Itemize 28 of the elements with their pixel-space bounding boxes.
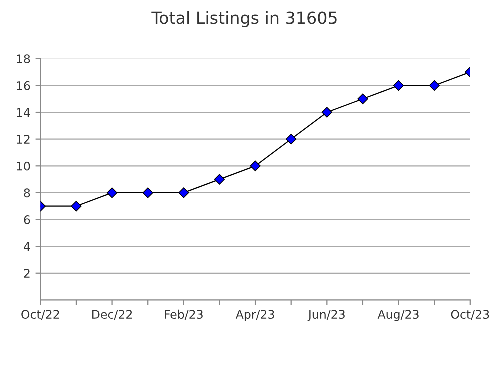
y-tick-label: 18	[17, 54, 30, 64]
point	[250, 160, 261, 172]
y-tick-label: 8	[24, 188, 30, 198]
point	[214, 174, 226, 185]
point	[429, 80, 440, 92]
point	[393, 80, 404, 92]
point	[358, 94, 368, 104]
point	[142, 188, 154, 198]
x-tick-label: Oct/22	[22, 310, 60, 320]
x-tick-label: Dec/22	[92, 310, 132, 320]
y-tick-label: 6	[24, 215, 30, 224]
x-tick-label: Jun/23	[308, 310, 345, 322]
y-tick-label: 12	[17, 135, 30, 144]
point	[322, 107, 332, 118]
y-tick-label: 10	[17, 162, 30, 171]
point	[71, 201, 82, 212]
x-tick-label: Apr/23	[236, 310, 274, 322]
point	[178, 188, 190, 198]
y-tick-label: 16	[17, 81, 30, 90]
x-tick-label: Feb/23	[165, 310, 203, 320]
point	[106, 188, 118, 198]
x-tick-label: Aug/23	[378, 310, 419, 322]
y-tick-label: 4	[24, 242, 30, 252]
y-tick-label: 14	[17, 108, 30, 118]
x-tick-label: Oct/23	[451, 310, 490, 320]
point	[286, 134, 297, 145]
chart-title: Total Listings in 31605	[152, 11, 337, 28]
y-tick-label: 2	[24, 269, 30, 278]
